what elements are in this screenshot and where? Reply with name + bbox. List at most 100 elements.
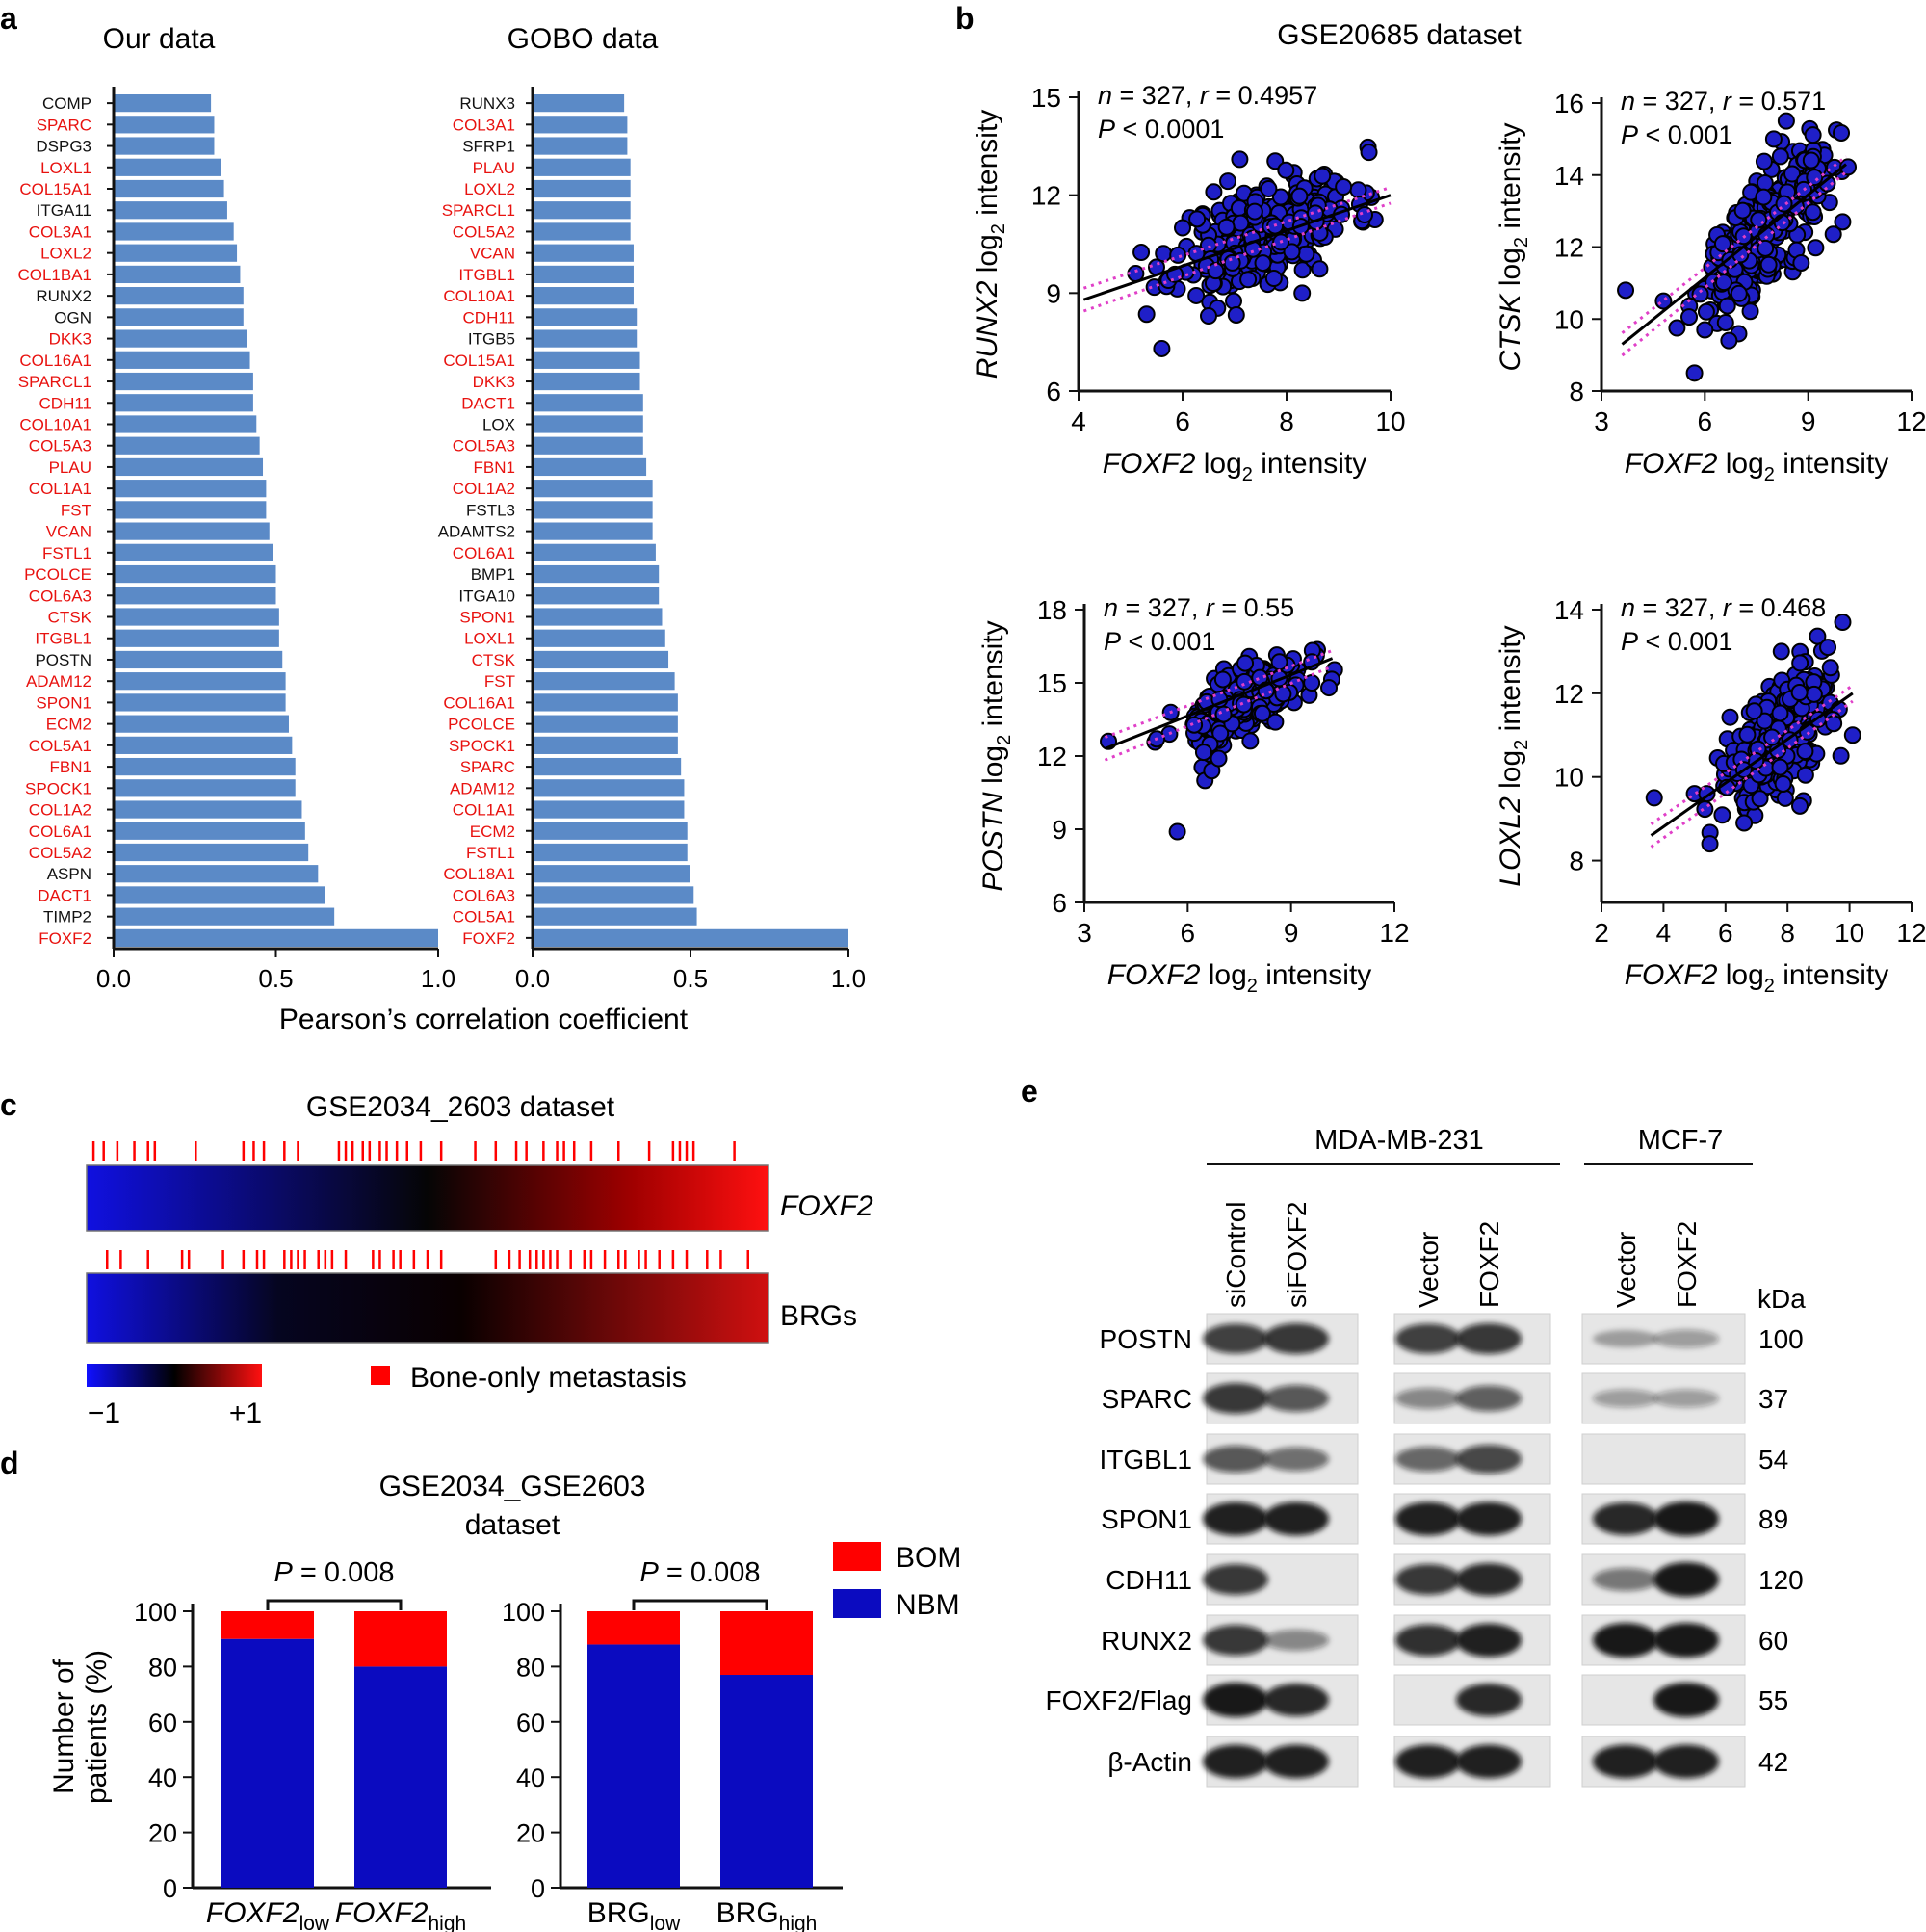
- chart-d1-significance-bracket: [266, 1599, 403, 1610]
- scatter-postn-point: [1168, 822, 1186, 841]
- chart-d-ylabel-line1: Number of: [48, 1658, 80, 1794]
- scatter-ctsk-point: [1756, 173, 1774, 192]
- blot-foxf2-flag-kda-label: 55: [1758, 1685, 1788, 1715]
- scatter-ctsk-point: [1804, 126, 1822, 144]
- scatter-ctsk-ytick-label: 12: [1554, 233, 1584, 263]
- a1-label-col1a1: COL1A1: [29, 480, 91, 498]
- panel-a-correlation-bars: Our data GOBO data COMPSPARCDSPG3LOXL1CO…: [17, 23, 866, 1035]
- a2-label-cdh11: CDH11: [463, 308, 515, 326]
- scatter-runx2-point: [1264, 269, 1283, 287]
- scatter-ctsk-ci-lower: [1621, 170, 1847, 357]
- a2-bar-plau: [534, 158, 631, 176]
- scatter-runx2-point: [1293, 284, 1312, 302]
- scatter-ctsk-point: [1696, 321, 1714, 339]
- a2-bar-cdh11: [534, 308, 638, 326]
- a1-bar-aspn: [115, 865, 319, 883]
- a2-bar-itgb5: [534, 329, 638, 348]
- a2-label-col16a1: COL16A1: [443, 693, 515, 712]
- a1-label-pcolce: PCOLCE: [24, 565, 91, 584]
- chart-d1-foxf2-low-bom-bar: [221, 1611, 314, 1639]
- chart-d-title-line1: GSE2034_GSE2603: [379, 1471, 646, 1502]
- scatter-postn-stats-line2: P < 0.001: [1104, 627, 1215, 656]
- scatter-loxl2-point: [1756, 712, 1774, 730]
- a1-label-fst: FST: [61, 501, 91, 519]
- scatter-ctsk-ci-upper: [1621, 155, 1847, 334]
- blot-runx2-band: [1203, 1625, 1268, 1656]
- scatter-loxl2-xlabel: FOXF2 log2 intensity: [1625, 959, 1889, 997]
- scatter-ctsk-point: [1833, 123, 1851, 142]
- a2-label-sfrp1: SFRP1: [462, 138, 515, 156]
- scatter-loxl2-point: [1825, 715, 1843, 733]
- a1-label-col10a1: COL10A1: [19, 415, 91, 433]
- scatter-ctsk-point: [1777, 112, 1795, 130]
- a1-bar-loxl2: [115, 244, 238, 262]
- scatter-ctsk-point: [1730, 284, 1748, 302]
- scatter-ctsk-point: [1720, 331, 1738, 350]
- chart-d1-ytick-label: 100: [134, 1598, 177, 1627]
- scatter-ctsk-point: [1733, 201, 1752, 220]
- blot-sparc-band: [1593, 1389, 1658, 1408]
- lane-label-sifoxf2-2: siFOXF2: [1282, 1202, 1312, 1308]
- scatter-loxl2-ci-lower: [1650, 699, 1854, 849]
- chart-d1-ytick-label: 20: [148, 1819, 177, 1848]
- scatter-ctsk-point: [1755, 152, 1773, 170]
- scatter-postn-xtick-label: 6: [1181, 918, 1196, 948]
- scatter-loxl2-point: [1776, 789, 1794, 807]
- scatter-runx2-point: [1232, 214, 1250, 232]
- a1-bar-dact1: [115, 886, 325, 904]
- scatter-loxl2-stats-line2: P < 0.001: [1621, 627, 1732, 656]
- blot-runx2-protein-label: RUNX2: [1101, 1626, 1192, 1656]
- blot--actin-protein-label: β-Actin: [1107, 1747, 1192, 1777]
- legend-bom-label: BOM: [896, 1542, 961, 1574]
- scatter-postn-xtick-label: 12: [1379, 918, 1409, 948]
- blot-spon1-protein-label: SPON1: [1101, 1504, 1192, 1534]
- a2-bar-col18a1: [534, 865, 690, 883]
- a2-label-sparcl1: SPARCL1: [442, 201, 515, 220]
- scatter-postn-ytick-label: 15: [1037, 668, 1067, 698]
- a1-label-dact1: DACT1: [38, 886, 91, 904]
- blot-foxf2-flag-band: [1203, 1683, 1268, 1717]
- a2-bar-col5a2: [534, 222, 631, 241]
- a1-bar-adam12: [115, 672, 286, 691]
- a2-bar-col6a3: [534, 886, 694, 904]
- chart-d1-ytick-label: 80: [148, 1653, 177, 1682]
- blot-itgbl1-band: [1395, 1447, 1461, 1472]
- chart-c-title: GSE2034_2603 dataset: [306, 1091, 615, 1123]
- a2-bar-col15a1: [534, 351, 640, 369]
- scatter-loxl2-xtick-label: 8: [1780, 918, 1795, 948]
- scatter-ctsk-point: [1668, 319, 1686, 337]
- scatter-loxl2-xtick-label: 4: [1656, 918, 1672, 948]
- scatter-runx2-point: [1137, 305, 1156, 324]
- a1-bar-sparcl1: [115, 372, 253, 391]
- scatter-loxl2-point: [1796, 766, 1814, 784]
- a1-label-col5a2: COL5A2: [29, 844, 91, 862]
- scatter-loxl2-point: [1745, 702, 1763, 720]
- scatter-postn-stats-line1: n = 327, r = 0.55: [1104, 593, 1294, 622]
- a1-label-sparcl1: SPARCL1: [18, 373, 91, 391]
- a1-bar-col16a1: [115, 351, 250, 369]
- scatter-loxl2-ytick-label: 14: [1554, 595, 1584, 625]
- blot-kda-label: kDa: [1757, 1284, 1806, 1314]
- blot-cdh11-band: [1456, 1563, 1522, 1596]
- a2-bar-col5a3: [534, 436, 643, 455]
- scatter-loxl2-point: [1791, 796, 1809, 815]
- chart-d1-foxf2-high-bom-bar: [354, 1611, 447, 1667]
- panel-c-heatmap: GSE2034_2603 dataset FOXF2 BRGs −1 +1 Bon…: [86, 1091, 873, 1429]
- a1-xtick-label: 1.0: [421, 964, 455, 993]
- a2-bar-col6a1: [534, 543, 656, 561]
- a1-bar-fbn1: [115, 757, 296, 776]
- a2-bar-runx3: [534, 94, 625, 113]
- blot-runx2-band: [1395, 1624, 1461, 1657]
- scatter-ctsk-point: [1714, 274, 1732, 292]
- a1-bar-loxl1: [115, 158, 221, 176]
- scatter-postn-point: [1236, 654, 1255, 672]
- scatter-postn-ylabel: POSTN log2 intensity: [977, 620, 1015, 891]
- blot-sparc-band: [1395, 1388, 1461, 1409]
- chart-d1-foxf2-low-nbm-bar: [221, 1638, 314, 1888]
- a2-label-spock1: SPOCK1: [449, 737, 515, 755]
- panel-label-e: e: [1021, 1074, 1038, 1109]
- a2-label-adam12: ADAM12: [450, 779, 515, 797]
- a2-bar-fst: [534, 672, 675, 691]
- a1-label-postn: POSTN: [35, 651, 91, 669]
- a2-label-runx3: RUNX3: [459, 94, 515, 113]
